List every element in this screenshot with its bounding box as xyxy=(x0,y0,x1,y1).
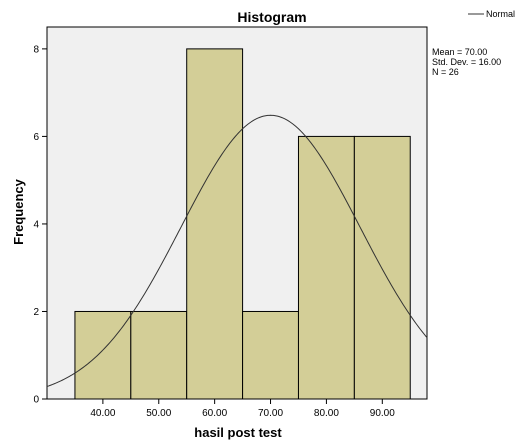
legend-normal-label: Normal xyxy=(486,9,515,19)
y-tick-label: 4 xyxy=(33,219,39,230)
x-tick-label: 50.00 xyxy=(146,408,171,419)
bars-group xyxy=(74,48,411,400)
histogram-bar xyxy=(130,310,188,400)
x-tick-label: 60.00 xyxy=(202,408,227,419)
y-axis-label: Frequency xyxy=(11,178,26,245)
x-tick-label: 40.00 xyxy=(90,408,115,419)
y-tick-label: 6 xyxy=(33,132,39,143)
normal-curve xyxy=(46,114,428,388)
x-tick-label: 90.00 xyxy=(370,408,395,419)
histogram-bar xyxy=(297,135,355,400)
axes-group: 40.00 50.00 60.00 70.00 80.00 90.00 0 2 4 6 8 xyxy=(33,44,395,419)
histogram-bar xyxy=(186,48,244,400)
stat-mean: Mean = 70.00 xyxy=(432,47,487,57)
chart-title: Histogram xyxy=(237,9,306,25)
stat-n: N = 26 xyxy=(432,67,459,77)
y-tick-label: 0 xyxy=(33,395,39,406)
y-tick-label: 8 xyxy=(33,44,39,55)
x-axis-label: hasil post test xyxy=(194,425,282,440)
legend: Normal xyxy=(468,9,515,19)
histogram-bar xyxy=(74,310,132,400)
stat-std-dev: Std. Dev. = 16.00 xyxy=(432,57,501,67)
histogram-bar xyxy=(242,310,299,400)
x-tick-label: 70.00 xyxy=(258,408,283,419)
x-tick-label: 80.00 xyxy=(314,408,339,419)
histogram-bar xyxy=(353,135,411,400)
y-tick-label: 2 xyxy=(33,307,39,318)
stats-box: Mean = 70.00 Std. Dev. = 16.00 N = 26 xyxy=(432,47,501,77)
